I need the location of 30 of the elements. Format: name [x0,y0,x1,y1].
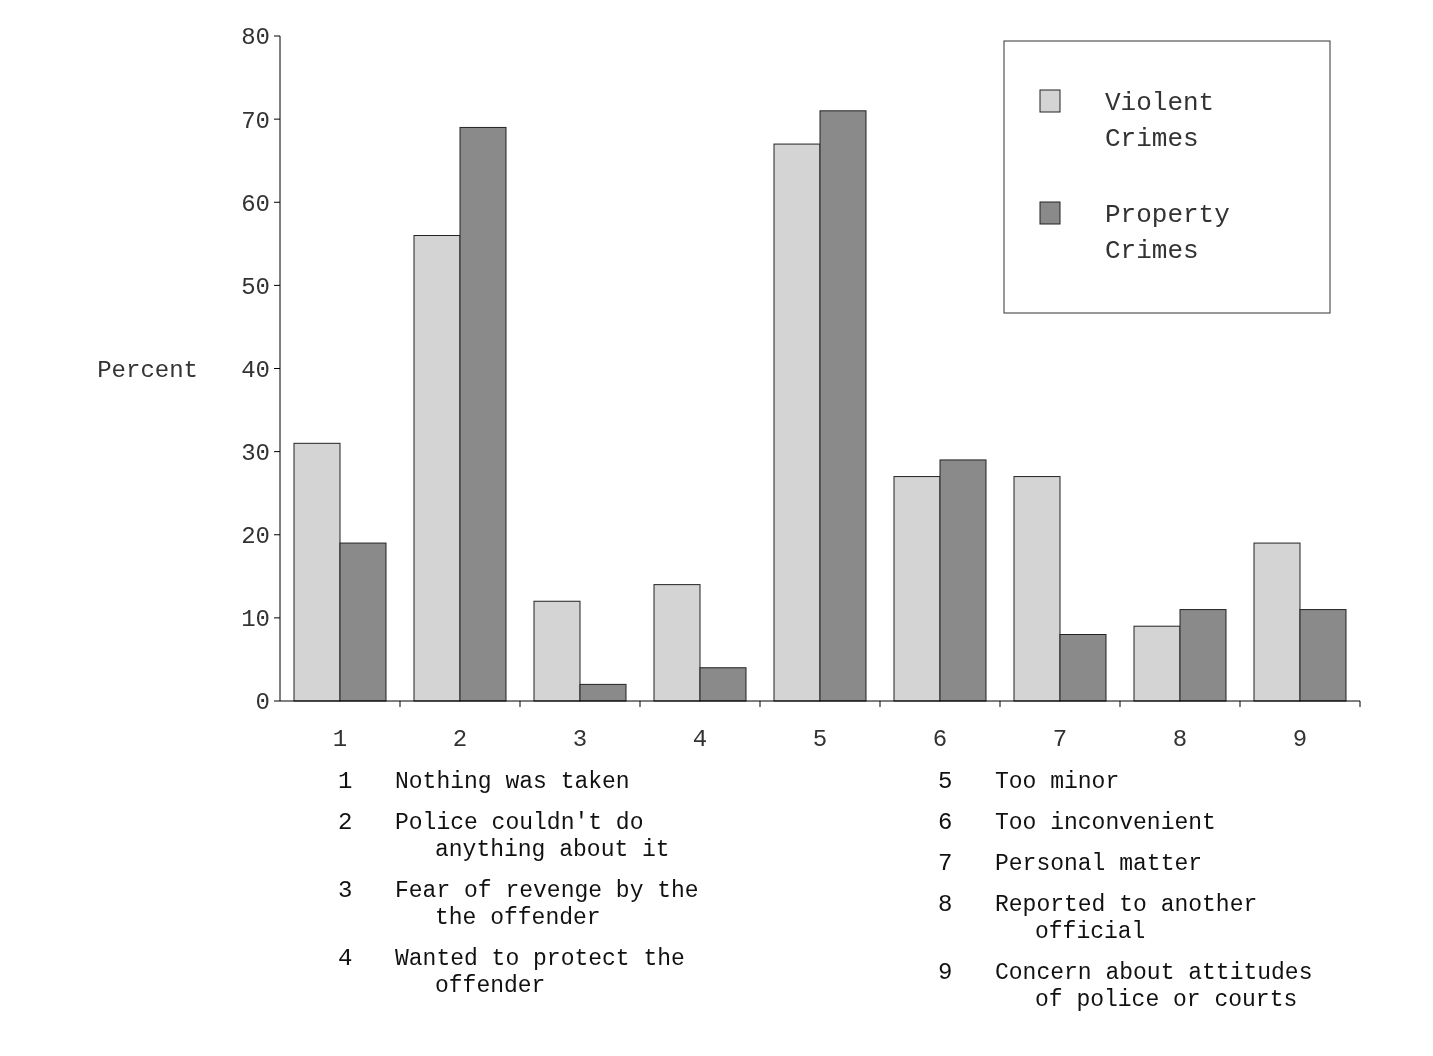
text: 1 Nothing was taken [338,768,630,795]
x-tick-label: 1 [332,726,348,753]
legend-label: Property Crimes [1105,200,1230,266]
y-axis-title: Percent [97,356,198,384]
text: 6 Too inconvenient [938,809,1216,836]
text: 2 Police couldn't do anything about it [338,809,670,863]
text: 3 Fear of revenge by the the offender [338,877,699,931]
y-tick-label: 40 [241,356,270,384]
legend-label: Violent Crimes [1105,88,1215,154]
y-tick-label: 80 [241,24,270,52]
x-tick-label: 6 [932,726,948,753]
x-tick-label: 7 [1052,726,1068,753]
text: 4 Wanted to protect the offender [338,945,685,999]
text: 9 Concern about attitudes of police or courts [938,959,1313,1013]
y-tick-label: 20 [241,523,270,551]
y-tick-label: 50 [241,273,270,301]
x-tick-label: 5 [812,726,828,753]
x-tick-label: 2 [452,726,468,753]
x-tick-label: 8 [1172,726,1188,753]
x-tick-label: 9 [1292,726,1308,753]
x-tick-label: 4 [692,726,708,753]
y-tick-label: 70 [241,107,270,135]
x-tick-label: 3 [572,726,588,753]
text: 8 Reported to another official [938,891,1258,945]
y-tick-label: 10 [241,606,270,634]
y-tick-label: 30 [241,440,270,468]
text: 5 Too minor [938,768,1120,795]
y-tick-label: 60 [241,190,270,218]
text: 7 Personal matter [938,850,1203,877]
y-tick-label: 0 [255,689,270,717]
